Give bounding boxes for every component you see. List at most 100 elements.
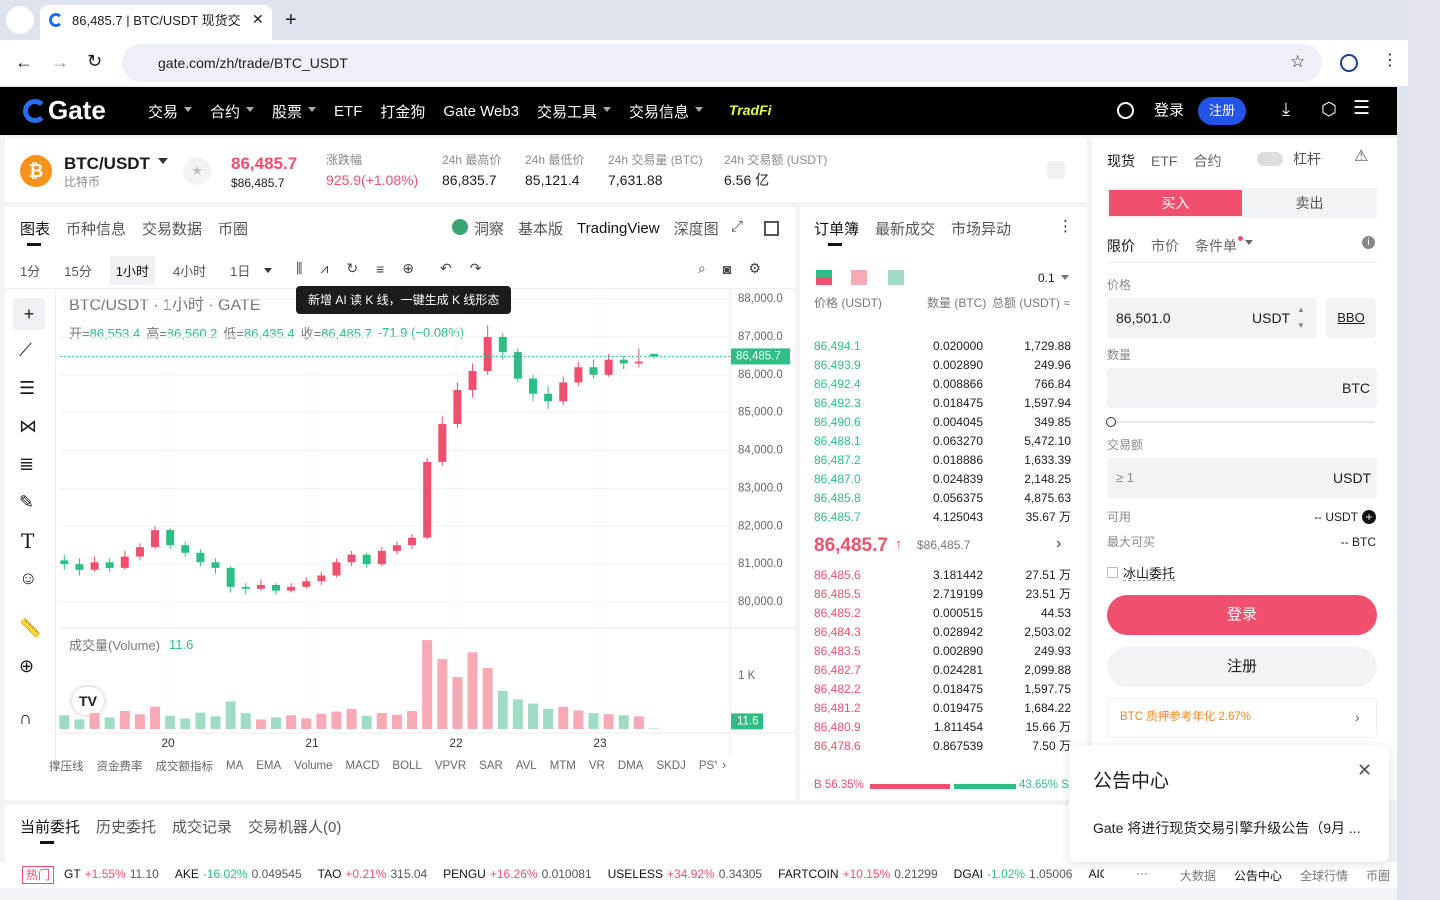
ob-view-asks[interactable] xyxy=(851,270,867,285)
brush-tool[interactable]: ✎ xyxy=(19,492,35,512)
url[interactable]: gate.com/zh/trade/BTC_USDT xyxy=(158,55,348,71)
tool-icon[interactable]: ↻ xyxy=(346,260,359,276)
tab[interactable]: 币种信息 xyxy=(66,221,127,238)
iceberg-checkbox[interactable] xyxy=(1107,567,1118,578)
indicator[interactable]: AVL xyxy=(515,760,537,772)
total-box[interactable] xyxy=(1107,458,1377,498)
quote-link[interactable]: 全球行情 xyxy=(1300,869,1349,883)
tab[interactable]: 基本版 xyxy=(518,221,564,238)
indicator[interactable]: 撑压线 xyxy=(49,761,84,773)
info-icon[interactable] xyxy=(1047,161,1065,179)
tab[interactable]: ETF xyxy=(1151,153,1178,169)
magnet-tool[interactable]: ∩ xyxy=(19,708,32,728)
zoom-tool[interactable]: ⊕ xyxy=(19,656,35,676)
quote-link[interactable]: 币圈 xyxy=(1366,869,1391,883)
tab[interactable]: 订单簿 xyxy=(814,221,860,238)
nav-item[interactable]: 股票 xyxy=(272,103,303,121)
slider-knob[interactable] xyxy=(1106,417,1116,427)
new-tab[interactable]: + xyxy=(285,9,297,31)
text-tool[interactable]: T xyxy=(21,529,35,553)
favorite[interactable]: ★ xyxy=(183,157,211,185)
nav-item[interactable]: 交易信息 xyxy=(629,103,690,121)
tool-icon[interactable]: ⫼ xyxy=(296,260,303,276)
tab[interactable]: 交易机器人(0) xyxy=(248,819,342,836)
indicator[interactable]: EMA xyxy=(256,760,282,772)
tab[interactable]: 洞察 xyxy=(474,221,505,238)
tool-icon[interactable]: ↶ xyxy=(440,260,452,276)
precision[interactable]: 0.1 xyxy=(1038,271,1055,285)
tab[interactable]: 币圈 xyxy=(218,221,249,238)
emoji-tool[interactable]: ☺ xyxy=(19,568,38,588)
browser-menu[interactable]: ⋮ xyxy=(1382,52,1398,69)
tab[interactable]: 图表 xyxy=(20,221,51,238)
lines-tool[interactable]: ☰ xyxy=(19,378,36,398)
profile-icon[interactable] xyxy=(1340,54,1358,72)
quote-item[interactable]: USELESS +34.92% 0.34305 xyxy=(608,867,762,881)
calc-icon[interactable]: ⚠ xyxy=(1354,148,1369,165)
indicator[interactable]: VPVR xyxy=(434,760,467,772)
tab[interactable]: 深度图 xyxy=(673,221,719,238)
login-button[interactable]: 登录 xyxy=(1107,595,1377,635)
tradfi[interactable]: TradFi xyxy=(729,102,772,118)
tab[interactable]: 市场异动 xyxy=(951,221,1012,238)
logo[interactable]: Gate xyxy=(48,95,106,125)
pair-caret[interactable] xyxy=(158,158,168,169)
expand-icon[interactable]: ⤢ xyxy=(731,218,744,235)
tab[interactable]: 交易数据 xyxy=(142,221,203,238)
ob-more[interactable]: ⋮ xyxy=(1058,218,1073,235)
ob-view-bids[interactable] xyxy=(888,270,904,285)
iceberg-label[interactable]: 冰山委托 xyxy=(1123,566,1176,581)
indicator[interactable]: VR xyxy=(588,760,605,772)
nav-item[interactable]: Gate Web3 xyxy=(443,102,520,120)
cross-tool[interactable]: + xyxy=(13,298,45,330)
quote-item[interactable]: DGAI -1.02% 1.05006 xyxy=(954,867,1073,881)
nav-item[interactable]: 交易 xyxy=(148,103,179,121)
nav-item[interactable]: 打金狗 xyxy=(380,103,426,121)
tool-icon[interactable]: ≡ xyxy=(376,260,385,277)
indicator[interactable]: PSY xyxy=(698,760,717,772)
interval[interactable]: 15分 xyxy=(64,264,92,279)
tab[interactable]: 限价 xyxy=(1107,238,1135,254)
ob-view-both[interactable] xyxy=(816,270,832,285)
buy-tab[interactable]: 买入 xyxy=(1109,190,1242,216)
interval[interactable]: 1小时 xyxy=(109,256,155,285)
search-icon[interactable]: ⌕ xyxy=(698,260,706,276)
indicator[interactable]: BOLL xyxy=(392,760,422,772)
nav-item[interactable]: 交易工具 xyxy=(537,103,598,121)
settings-icon[interactable]: ⬡ xyxy=(1321,99,1337,119)
margin-toggle[interactable] xyxy=(1257,152,1283,166)
tab[interactable]: 最新成交 xyxy=(875,221,936,238)
quote-link[interactable]: 大数据 xyxy=(1180,869,1217,883)
camera-icon[interactable]: ◙ xyxy=(722,260,732,277)
indicator[interactable]: Volume xyxy=(294,760,333,772)
url-box[interactable] xyxy=(122,44,1322,82)
tab[interactable]: 现货 xyxy=(1107,153,1135,169)
tab[interactable]: 合约 xyxy=(1193,153,1222,169)
price-box[interactable] xyxy=(1107,298,1317,338)
ruler-tool[interactable]: 📏 xyxy=(19,618,42,638)
quote-item[interactable]: AKE -16.02% 0.049545 xyxy=(175,867,302,881)
register-button[interactable]: 注册 xyxy=(1107,647,1377,687)
tool-icon[interactable]: ⊕ xyxy=(402,260,414,276)
announcement-text[interactable]: Gate 将进行现货交易引擎升级公告（9月 ... xyxy=(1093,821,1361,835)
quote-more[interactable]: ··· xyxy=(1136,866,1148,880)
indicator[interactable]: MACD xyxy=(345,760,380,772)
deposit-icon[interactable]: + xyxy=(1362,510,1376,524)
tab-menu[interactable] xyxy=(6,6,34,34)
window-icon[interactable] xyxy=(764,221,779,236)
staking-box[interactable] xyxy=(1107,698,1377,738)
forward-button[interactable]: → xyxy=(51,52,69,72)
active-tab[interactable] xyxy=(40,5,272,40)
amount-box[interactable] xyxy=(1107,368,1377,408)
announcement-close[interactable]: ✕ xyxy=(1357,760,1373,780)
indicator[interactable]: SAR xyxy=(479,760,503,772)
indicator[interactable]: 资金费率 xyxy=(96,761,143,773)
reload-button[interactable]: ↻ xyxy=(87,51,103,71)
indicator[interactable]: 成交额指标 xyxy=(155,761,214,773)
line-tool[interactable]: ⟋ xyxy=(19,340,32,360)
interval[interactable]: 4小时 xyxy=(172,264,207,279)
precision-caret[interactable] xyxy=(1061,275,1069,284)
interval[interactable]: 1分 xyxy=(20,264,41,279)
interval[interactable]: 1日 xyxy=(230,264,251,279)
quote-item[interactable]: FARTCOIN +10.15% 0.21299 xyxy=(778,867,938,881)
